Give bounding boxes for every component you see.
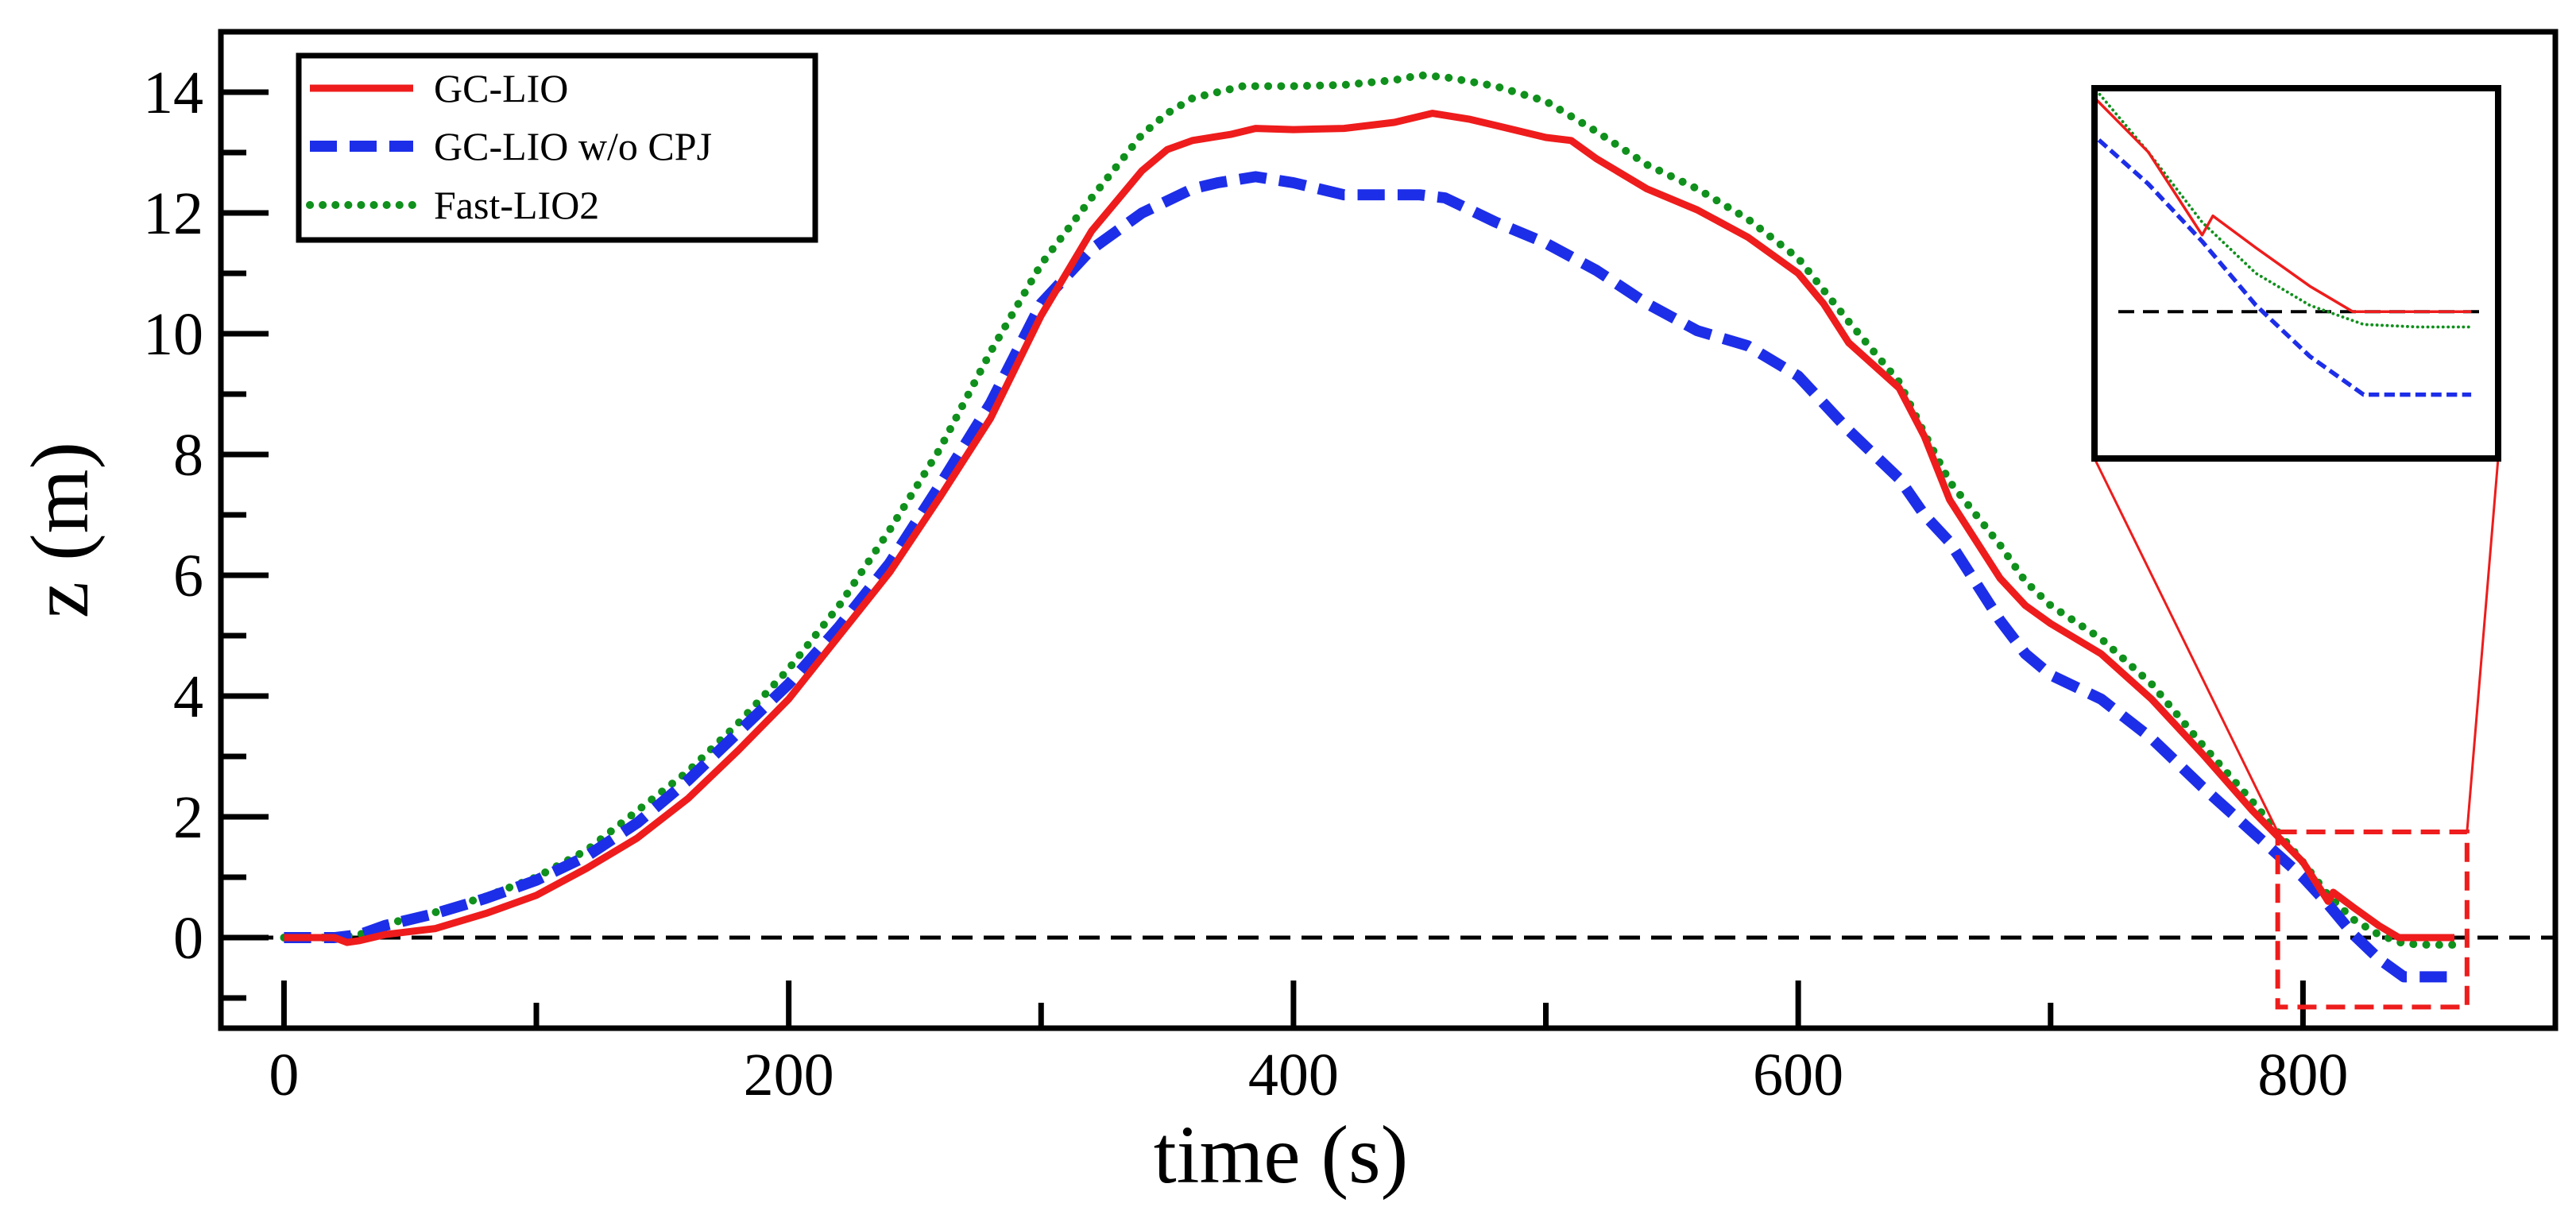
y-tick-label: 12 — [143, 180, 203, 247]
legend-label-gc-lio: GC-LIO — [434, 66, 568, 110]
series-layer — [280, 71, 2458, 983]
inset-zoom-plot — [2091, 85, 2501, 462]
legend: GC-LIO GC-LIO w/o CPJ Fast-LIO2 — [296, 52, 818, 243]
x-tick-label: 600 — [1753, 1042, 1843, 1108]
y-tick-label: 14 — [143, 60, 203, 126]
zoom-connector-right — [2466, 458, 2500, 833]
series-line-fast-lio2 — [280, 71, 2458, 950]
legend-label-gc-lio-wo-cpj: GC-LIO w/o CPJ — [434, 124, 712, 168]
y-tick-label: 0 — [173, 905, 203, 972]
y-tick-label: 4 — [173, 663, 203, 730]
y-axis-title: z (m) — [14, 442, 106, 618]
zoom-region-box — [2275, 830, 2470, 1010]
inset-plot-area — [2094, 88, 2482, 397]
x-tick-label: 200 — [744, 1042, 834, 1108]
inset-background — [2094, 88, 2498, 458]
series-line-gc-lio-w-o-cpj — [284, 171, 2454, 983]
y-tick-label: 8 — [173, 422, 203, 489]
x-tick-label: 0 — [269, 1042, 299, 1108]
y-tick-label: 6 — [173, 543, 203, 609]
x-tick-label: 800 — [2257, 1042, 2348, 1108]
y-tick-label: 10 — [143, 301, 203, 368]
inset-frame — [2091, 85, 2501, 462]
x-tick-label: 400 — [1248, 1042, 1339, 1108]
axis-ticks: 0 200 400 600 800 0 2 4 6 8 10 12 14 — [143, 60, 2348, 1108]
inset-series-line-gc-lio — [2094, 95, 2472, 313]
y-tick-label: 2 — [173, 784, 203, 851]
zoom-connector-left — [2093, 458, 2279, 833]
legend-label-fast-lio2: Fast-LIO2 — [434, 183, 599, 227]
inset-series-line-gc-lio-w-o-cpj — [2094, 133, 2472, 397]
x-axis-title: time (s) — [1154, 1109, 1409, 1201]
zoom-indicator — [2093, 458, 2500, 1010]
series-line-gc-lio — [284, 110, 2454, 946]
